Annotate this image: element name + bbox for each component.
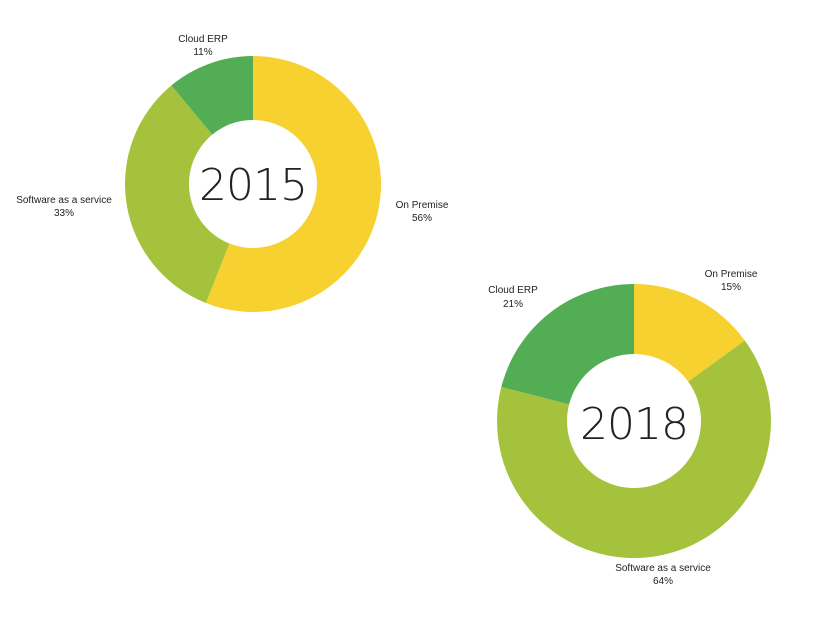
slice-software-as-a-service-2018 xyxy=(497,340,771,558)
slice-value-on-premise: 56% xyxy=(412,213,432,224)
donut-chart-2015: On Premise 56% Software as a service 33% Clo… xyxy=(16,34,449,312)
slice-software-as-a-service-2015 xyxy=(125,85,230,304)
slice-label-software-as-a-service: Software as a service xyxy=(615,563,711,574)
slice-on-premise-2015 xyxy=(205,56,382,312)
slice-on-premise-2018 xyxy=(634,284,745,382)
slice-cloud-erp-2018 xyxy=(501,284,634,405)
slice-label-software-as-a-service: Software as a service xyxy=(16,195,112,206)
slice-label-cloud-erp: Cloud ERP xyxy=(488,285,538,296)
donut-chart-2018: On Premise 15% Software as a service 64% Clo… xyxy=(488,269,771,587)
slice-cloud-erp-2015 xyxy=(171,56,253,135)
center-year-label: 2015 xyxy=(199,160,307,211)
slice-value-cloud-erp: 21% xyxy=(503,299,523,310)
slice-value-on-premise: 15% xyxy=(721,282,741,293)
slice-value-cloud-erp: 11% xyxy=(193,47,212,58)
slice-label-cloud-erp: Cloud ERP xyxy=(178,34,228,45)
slice-value-software-as-a-service: 33% xyxy=(54,208,74,219)
slice-label-on-premise: On Premise xyxy=(396,200,449,211)
slice-value-software-as-a-service: 64% xyxy=(653,576,673,587)
slice-label-on-premise: On Premise xyxy=(705,269,758,280)
center-year-label: 2018 xyxy=(580,399,688,450)
